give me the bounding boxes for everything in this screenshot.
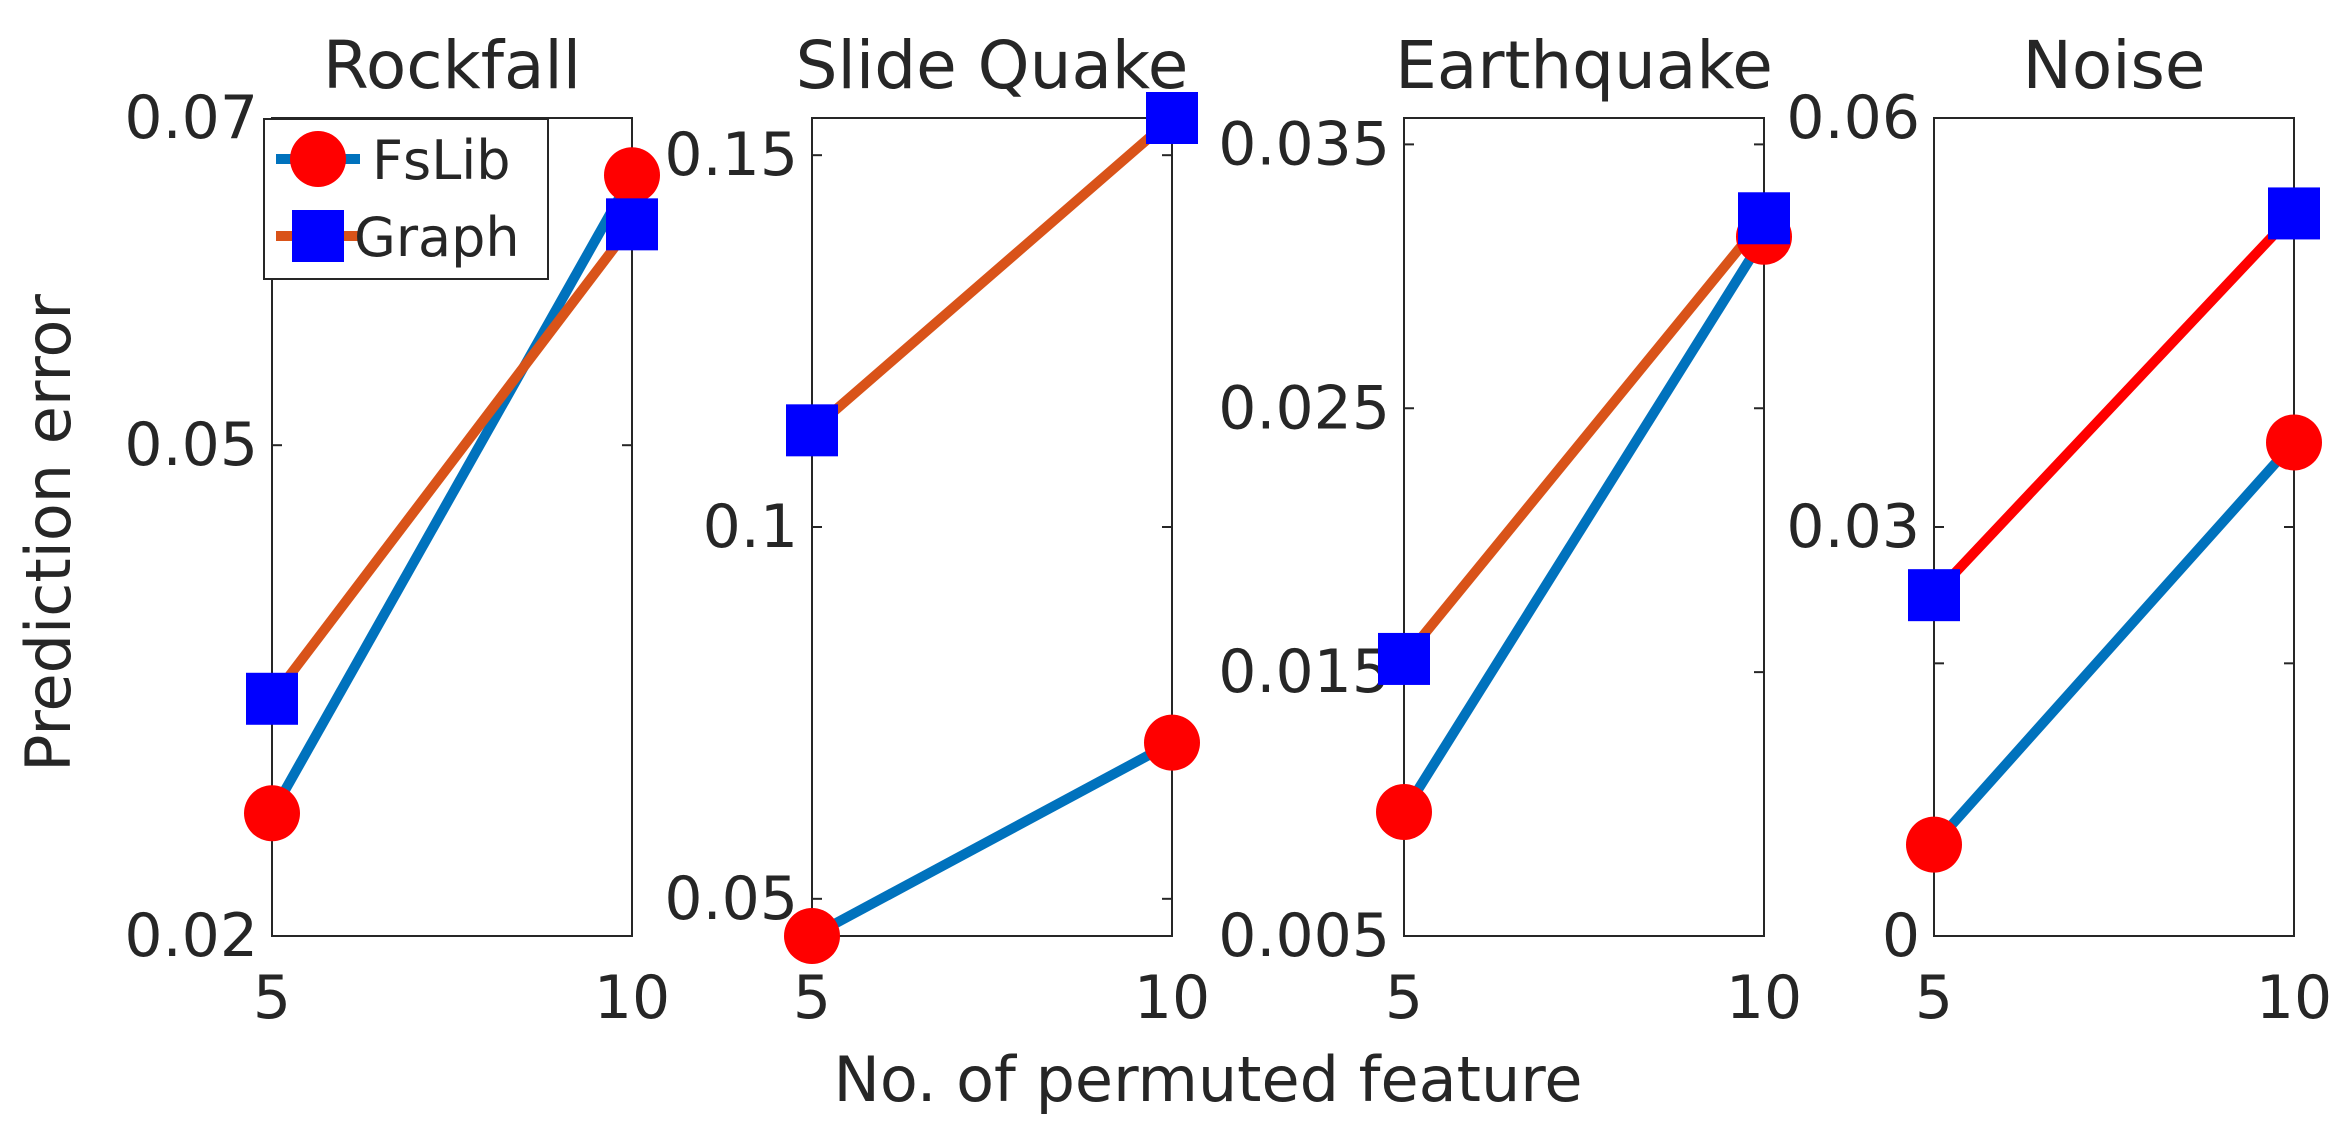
data-point-graph <box>1146 92 1198 144</box>
axes-box <box>1933 117 2295 937</box>
data-point-fslib <box>244 785 300 842</box>
y-tick-label: 0.1 <box>703 492 798 562</box>
series-line-fslib <box>1930 439 2298 848</box>
data-point-fslib <box>1144 714 1200 771</box>
y-tick-label: 0 <box>1882 901 1920 971</box>
series-line-fslib <box>1399 234 1769 815</box>
x-tick-label: 10 <box>2256 963 2332 1033</box>
legend-label-graph: Graph <box>354 206 520 269</box>
series-line-fslib <box>267 172 637 816</box>
y-tick-label: 0.05 <box>124 410 258 480</box>
data-point-graph <box>2268 187 2320 240</box>
y-tick-label: 0.06 <box>1786 83 1920 153</box>
x-tick-label: 10 <box>1726 963 1802 1033</box>
legend-label-fslib: FsLib <box>372 129 511 192</box>
panels-layer: Rockfall 0.02 0.05 0.07 5 10 Slide Quake 0.05 0.… <box>124 27 2332 1033</box>
x-tick-label: 5 <box>253 963 291 1033</box>
data-point-graph <box>246 672 298 725</box>
series-line-graph <box>1400 215 1768 663</box>
x-tick-label: 10 <box>1134 963 1210 1033</box>
legend-marker-fslib <box>290 131 346 187</box>
x-tick-label: 5 <box>1385 963 1423 1033</box>
panel-earthquake: Earthquake 0.005 0.015 0.025 0.035 5 10 <box>1218 27 1802 1033</box>
data-point-graph <box>1908 569 1960 622</box>
series-line-graph <box>808 114 1176 435</box>
legend: FsLib Graph <box>263 118 549 280</box>
data-point-fslib <box>784 908 840 964</box>
series-line-graph <box>268 221 636 702</box>
data-point-fslib <box>1906 816 1962 873</box>
panel-title: Noise <box>2022 27 2205 104</box>
y-tick-label: 0.05 <box>664 864 798 934</box>
panel-title: Rockfall <box>323 27 581 104</box>
y-tick-label: 0.025 <box>1218 373 1390 443</box>
panel-title: Slide Quake <box>796 27 1189 104</box>
data-point-fslib <box>1376 783 1432 840</box>
y-tick-label: 0.005 <box>1218 901 1390 971</box>
data-point-fslib <box>2266 414 2322 471</box>
data-point-graph <box>786 404 838 457</box>
y-axis-label: Prediction error <box>12 294 85 772</box>
y-tick-label: 0.07 <box>124 83 258 153</box>
panel-noise: Noise 0 0.03 0.06 5 10 <box>1786 27 2332 1033</box>
series-line-graph <box>1930 210 2298 599</box>
series-line-fslib <box>809 738 1175 941</box>
x-tick-label: 5 <box>793 963 831 1033</box>
panel-slide-quake: Slide Quake 0.05 0.1 0.15 5 10 <box>664 27 1210 1033</box>
data-point-graph <box>1378 632 1430 685</box>
x-axis-label: No. of permuted feature <box>833 1043 1582 1116</box>
data-point-fslib <box>604 147 660 204</box>
y-tick-label: 0.03 <box>1786 492 1920 562</box>
y-tick-label: 0.035 <box>1218 109 1390 179</box>
axes-box <box>811 117 1173 937</box>
x-tick-label: 5 <box>1915 963 1953 1033</box>
y-tick-label: 0.02 <box>124 901 258 971</box>
y-tick-label: 0.015 <box>1218 637 1390 707</box>
y-tick-label: 0.15 <box>664 120 798 190</box>
data-point-graph <box>1738 192 1790 245</box>
panel-title: Earthquake <box>1395 27 1773 104</box>
data-point-graph <box>606 198 658 251</box>
legend-marker-graph <box>292 210 344 262</box>
x-tick-label: 10 <box>594 963 670 1033</box>
